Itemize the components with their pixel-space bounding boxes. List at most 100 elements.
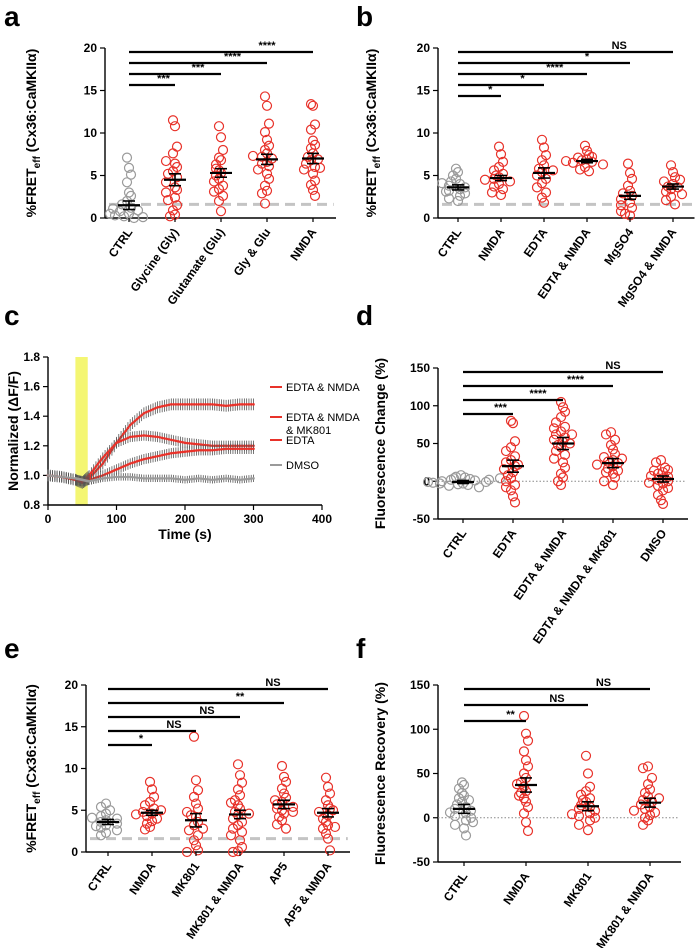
series-point xyxy=(238,447,242,451)
data-point xyxy=(305,124,317,135)
y-tick-label: 100 xyxy=(410,399,430,413)
data-point xyxy=(550,429,562,440)
series-point xyxy=(204,477,207,481)
y-tick-label: 0.8 xyxy=(23,498,40,512)
data-point xyxy=(144,821,156,833)
series-point xyxy=(183,403,187,406)
series-point xyxy=(133,419,137,423)
data-point xyxy=(190,775,202,786)
data-point xyxy=(320,795,332,806)
series-point xyxy=(240,478,244,481)
data-point xyxy=(622,180,634,191)
significance-label: NS xyxy=(265,677,280,689)
series-point xyxy=(142,434,146,437)
series-point xyxy=(227,447,230,451)
data-point xyxy=(584,815,596,826)
series-point xyxy=(149,477,153,480)
panel-label-c: c xyxy=(4,300,20,331)
series-point xyxy=(53,474,57,478)
series-point xyxy=(160,405,164,408)
series-point xyxy=(243,403,246,406)
series-point xyxy=(197,403,200,406)
panel-label-a: a xyxy=(4,1,20,32)
series-point xyxy=(240,403,244,406)
data-point xyxy=(582,768,594,779)
series-point xyxy=(213,403,216,406)
series-point xyxy=(201,448,205,452)
data-point xyxy=(500,476,512,487)
data-point xyxy=(520,728,532,739)
series-point xyxy=(90,471,93,474)
data-point xyxy=(188,791,200,802)
data-point xyxy=(111,825,123,836)
series-point xyxy=(144,457,148,460)
series-point xyxy=(103,453,107,457)
data-point xyxy=(637,763,649,774)
data-point xyxy=(464,473,476,485)
data-point xyxy=(227,846,239,858)
data-point xyxy=(322,781,334,792)
series-point xyxy=(135,434,139,438)
series-point xyxy=(126,436,130,440)
data-point xyxy=(669,172,681,183)
data-point xyxy=(458,823,470,834)
series-point xyxy=(110,470,114,473)
panel-e: e 0 5 10 15 20 %FRETeff (Cx36:CaMKIIα) CTRL NMD… xyxy=(4,633,350,941)
series-point xyxy=(112,475,116,479)
x-tick-label: 400 xyxy=(312,512,332,526)
series-point xyxy=(106,451,109,455)
series-point xyxy=(185,450,189,453)
series-point xyxy=(110,446,114,450)
significance-label: **** xyxy=(258,40,276,52)
data-point xyxy=(261,168,273,179)
series-point xyxy=(142,477,146,480)
series-point xyxy=(208,448,212,452)
data-point xyxy=(520,796,532,807)
series-point xyxy=(215,448,219,452)
series-point xyxy=(165,404,169,407)
series-point xyxy=(163,404,166,408)
y-tick-label: 1.6 xyxy=(23,380,40,394)
data-point xyxy=(495,189,507,201)
series-point xyxy=(46,474,50,477)
data-point xyxy=(660,195,672,206)
data-point xyxy=(669,199,681,210)
series-point xyxy=(172,439,175,442)
y-tick-label: 10 xyxy=(84,126,98,140)
series-point xyxy=(176,451,180,454)
category-label: MgSO4 xyxy=(601,225,636,267)
series-point xyxy=(99,477,102,481)
series-point xyxy=(138,476,141,480)
y-axis-label: Normalized (ΔF/F) xyxy=(5,371,21,491)
data-point xyxy=(305,179,317,190)
y-tick-label: 0 xyxy=(71,845,78,859)
series-point xyxy=(204,403,207,406)
series-point xyxy=(138,434,141,438)
data-point xyxy=(566,429,578,440)
series-point xyxy=(183,450,187,454)
data-point xyxy=(422,476,434,488)
data-point xyxy=(100,820,112,831)
series-point xyxy=(108,448,111,452)
data-point xyxy=(500,482,512,493)
series-point xyxy=(188,403,191,406)
data-point xyxy=(111,818,123,829)
series-point xyxy=(147,434,150,438)
legend-label: & MK801 xyxy=(286,425,331,437)
series-point xyxy=(99,464,102,468)
series-point xyxy=(147,456,150,460)
y-axis-label: Fluorescence Change (%) xyxy=(372,358,388,529)
series-point xyxy=(249,447,253,451)
series-point xyxy=(215,403,219,407)
data-point xyxy=(317,813,329,824)
data-point xyxy=(271,819,283,830)
category-label: EDTA xyxy=(490,526,520,560)
data-point xyxy=(188,731,200,742)
data-point xyxy=(667,167,679,178)
series-point xyxy=(122,465,125,468)
data-point xyxy=(659,462,671,473)
series-point xyxy=(181,441,185,444)
y-tick-label: 15 xyxy=(84,84,98,98)
series-point xyxy=(195,477,198,480)
series-point xyxy=(133,460,137,464)
